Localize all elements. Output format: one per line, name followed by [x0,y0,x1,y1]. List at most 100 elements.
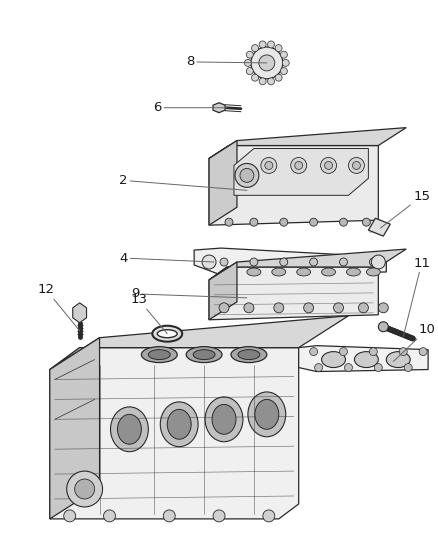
Circle shape [225,218,233,226]
Polygon shape [299,346,428,372]
Ellipse shape [354,352,378,368]
Circle shape [353,161,360,169]
Polygon shape [213,103,225,112]
Ellipse shape [297,268,311,276]
Circle shape [259,55,275,71]
Circle shape [275,45,282,52]
Ellipse shape [117,414,141,444]
Circle shape [265,161,273,169]
Circle shape [404,364,412,372]
Circle shape [274,303,284,313]
Ellipse shape [186,346,222,362]
Ellipse shape [321,268,336,276]
Circle shape [268,41,275,48]
Circle shape [244,59,251,67]
Text: 11: 11 [403,256,430,337]
Circle shape [369,348,378,356]
Polygon shape [194,248,386,275]
Circle shape [310,258,318,266]
Circle shape [378,322,389,332]
Circle shape [235,164,259,187]
Circle shape [280,218,288,226]
Circle shape [291,157,307,173]
Circle shape [263,510,275,522]
Circle shape [67,471,102,507]
Circle shape [250,218,258,226]
Circle shape [304,303,314,313]
Ellipse shape [160,402,198,447]
Ellipse shape [255,399,279,429]
Circle shape [251,74,258,81]
Circle shape [310,218,318,226]
Text: 12: 12 [38,284,80,330]
Polygon shape [209,141,237,225]
Text: 2: 2 [119,174,247,190]
Polygon shape [209,262,237,320]
Circle shape [244,303,254,313]
Ellipse shape [110,407,148,451]
Ellipse shape [321,352,346,368]
Circle shape [374,364,382,372]
Ellipse shape [386,352,410,368]
Polygon shape [209,127,406,158]
Ellipse shape [157,330,177,338]
Ellipse shape [193,350,215,360]
Ellipse shape [247,268,261,276]
Circle shape [74,479,95,499]
Circle shape [250,258,258,266]
Text: 13: 13 [131,293,167,334]
Circle shape [219,303,229,313]
Circle shape [378,303,389,313]
Circle shape [419,348,427,356]
Circle shape [251,47,283,79]
Text: 6: 6 [153,101,227,114]
Circle shape [369,258,378,266]
Polygon shape [209,249,406,280]
Circle shape [163,510,175,522]
Text: 10: 10 [393,323,435,361]
Ellipse shape [141,346,177,362]
Ellipse shape [205,397,243,442]
Polygon shape [209,267,378,320]
Polygon shape [50,348,299,519]
Ellipse shape [346,268,360,276]
Circle shape [339,258,347,266]
Ellipse shape [148,350,170,360]
Polygon shape [50,338,99,519]
Circle shape [310,348,318,356]
Circle shape [344,364,353,372]
Circle shape [371,255,385,269]
Circle shape [213,510,225,522]
Text: 15: 15 [380,190,430,228]
Circle shape [333,303,343,313]
Text: 4: 4 [119,252,214,264]
Circle shape [349,157,364,173]
Circle shape [103,510,116,522]
Circle shape [325,161,332,169]
Circle shape [220,258,228,266]
Circle shape [358,303,368,313]
Circle shape [339,218,347,226]
Text: 9: 9 [131,287,247,301]
Circle shape [295,161,303,169]
Circle shape [282,59,289,67]
Circle shape [64,510,76,522]
Circle shape [202,255,216,269]
Ellipse shape [238,350,260,360]
Polygon shape [209,146,378,225]
Circle shape [280,51,287,58]
Ellipse shape [212,405,236,434]
Circle shape [240,168,254,182]
Ellipse shape [272,268,286,276]
Text: 8: 8 [186,55,267,68]
Circle shape [268,78,275,85]
Circle shape [339,348,347,356]
Circle shape [314,364,322,372]
Circle shape [321,157,336,173]
Polygon shape [73,303,87,323]
Circle shape [280,68,287,75]
Ellipse shape [167,409,191,439]
Circle shape [280,258,288,266]
Circle shape [246,68,253,75]
Circle shape [251,45,258,52]
